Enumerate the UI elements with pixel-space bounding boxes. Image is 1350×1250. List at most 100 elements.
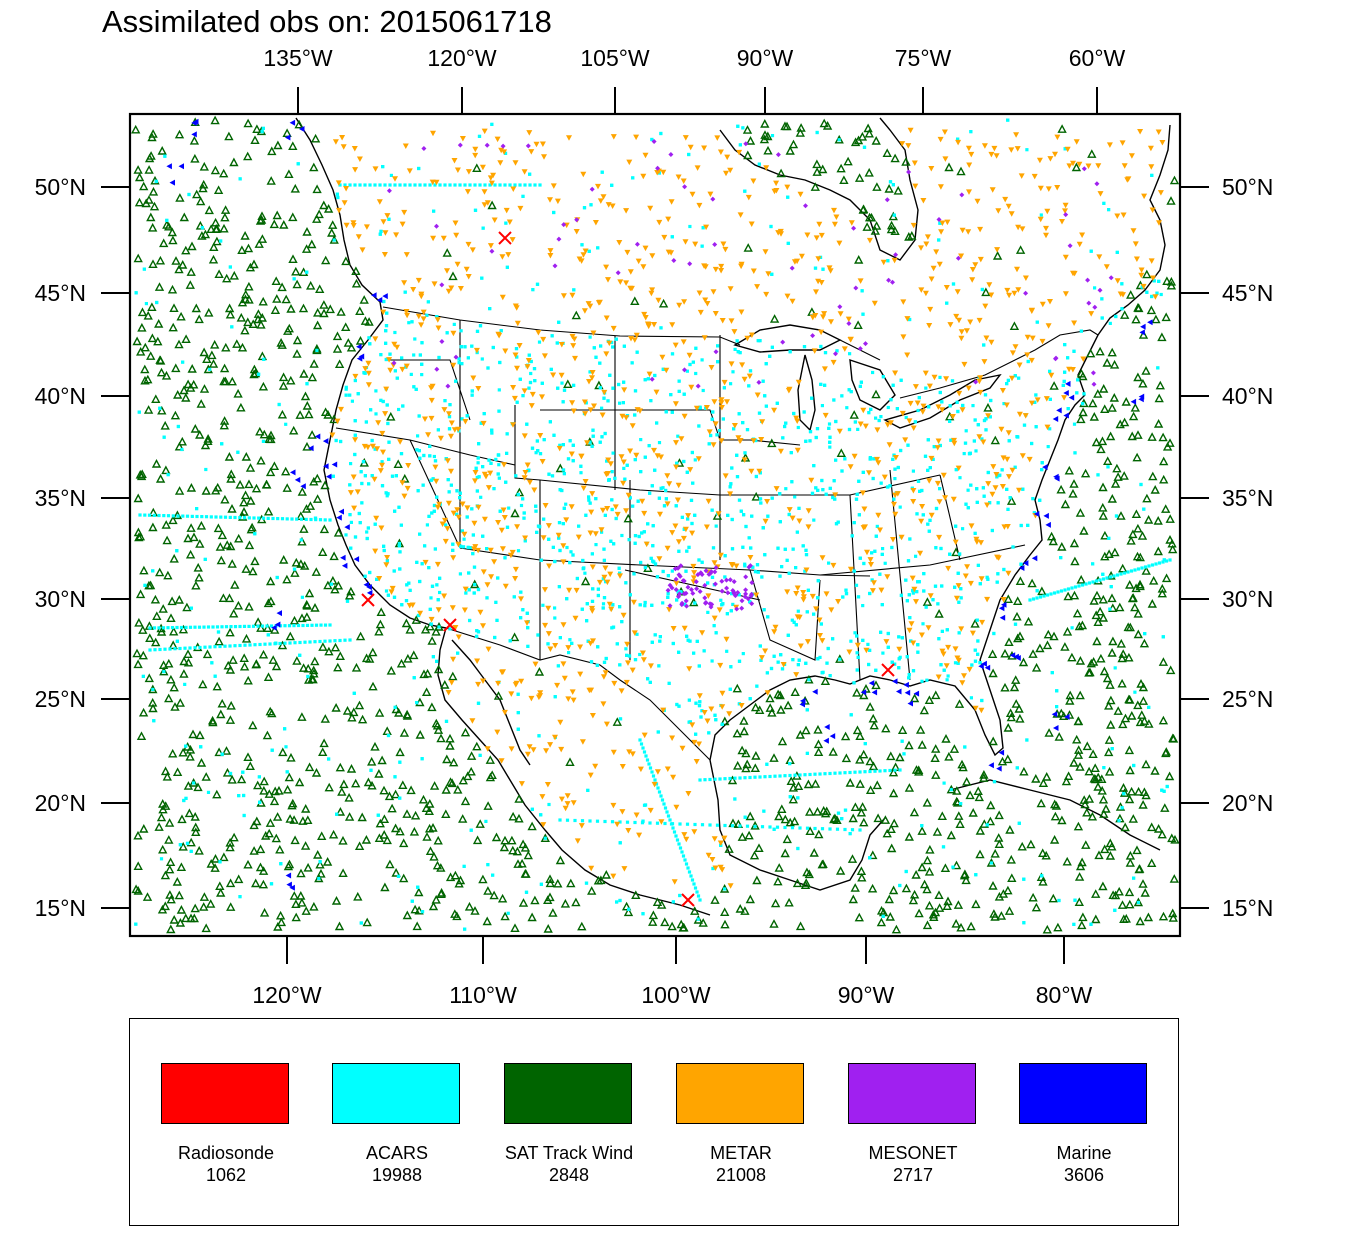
acars-marker xyxy=(697,664,701,668)
metar-marker xyxy=(401,280,408,286)
sat-track-wind-marker xyxy=(1078,407,1088,417)
metar-marker xyxy=(890,537,896,543)
sat-track-wind-marker xyxy=(160,420,170,430)
sat-track-wind-marker xyxy=(992,251,1003,260)
acars-marker xyxy=(922,572,926,576)
sat-track-wind-marker xyxy=(313,307,323,317)
acars-marker xyxy=(568,561,572,565)
acars-marker xyxy=(550,474,555,478)
acars-marker xyxy=(953,661,958,665)
metar-marker xyxy=(537,690,544,696)
acars-marker xyxy=(538,452,543,456)
acars-marker xyxy=(475,489,479,493)
sat-track-wind-marker xyxy=(510,508,520,518)
sat-track-wind-marker xyxy=(199,347,209,357)
metar-marker xyxy=(809,593,816,600)
acars-marker xyxy=(538,183,542,187)
metar-marker xyxy=(336,207,342,214)
sat-track-wind-marker xyxy=(530,895,540,905)
sat-track-wind-marker xyxy=(313,850,323,859)
sat-track-wind-marker xyxy=(1117,678,1127,688)
sat-track-wind-marker xyxy=(752,875,762,885)
acars-marker xyxy=(143,513,147,517)
sat-track-wind-marker xyxy=(1118,719,1128,729)
acars-marker xyxy=(284,422,288,426)
acars-marker xyxy=(858,770,862,774)
sat-track-wind-marker xyxy=(271,661,282,671)
sat-track-wind-marker xyxy=(770,898,781,908)
sat-track-wind-marker xyxy=(954,811,964,820)
acars-marker xyxy=(209,515,213,519)
sat-track-wind-marker xyxy=(1109,359,1120,369)
acars-marker xyxy=(594,355,598,359)
metar-marker xyxy=(487,547,494,554)
acars-marker xyxy=(633,458,637,462)
acars-marker xyxy=(1133,690,1137,694)
metar-marker xyxy=(952,539,959,546)
gulf-of-california-coast xyxy=(451,639,531,766)
metar-marker xyxy=(541,353,548,359)
sat-track-wind-marker xyxy=(1138,800,1148,809)
acars-marker xyxy=(689,874,693,878)
acars-marker xyxy=(353,183,357,187)
acars-marker xyxy=(763,394,767,398)
acars-marker xyxy=(552,210,556,215)
sat-track-wind-marker xyxy=(769,753,779,762)
metar-marker xyxy=(681,413,688,420)
sat-track-wind-marker xyxy=(161,370,172,380)
acars-marker xyxy=(369,768,373,772)
sat-track-wind-marker xyxy=(259,429,269,439)
acars-marker xyxy=(620,533,624,538)
acars-marker xyxy=(359,921,363,925)
sat-track-wind-marker xyxy=(1140,888,1150,897)
acars-marker xyxy=(1160,788,1164,792)
sat-track-wind-marker xyxy=(139,181,149,191)
metar-marker xyxy=(639,498,646,505)
sat-track-wind-marker xyxy=(161,465,171,475)
sat-track-wind-marker xyxy=(508,811,518,821)
acars-marker xyxy=(957,631,961,635)
acars-marker xyxy=(907,676,911,680)
sat-track-wind-marker xyxy=(986,800,996,810)
sat-track-wind-marker xyxy=(212,224,222,233)
sat-track-wind-marker xyxy=(1098,594,1108,604)
acars-marker xyxy=(1059,589,1064,593)
sat-track-wind-marker xyxy=(968,808,978,817)
acars-marker xyxy=(927,405,931,409)
acars-marker xyxy=(200,515,204,519)
acars-marker xyxy=(323,518,327,522)
sat-track-wind-marker xyxy=(934,890,944,899)
sat-track-wind-marker xyxy=(301,244,312,253)
sat-track-wind-marker xyxy=(1078,912,1088,922)
sat-track-wind-marker xyxy=(153,336,163,346)
sat-track-wind-marker xyxy=(1098,502,1108,512)
acars-marker xyxy=(697,424,701,428)
metar-marker xyxy=(347,490,354,496)
acars-marker xyxy=(855,668,859,672)
sat-track-wind-marker xyxy=(245,262,256,272)
metar-marker xyxy=(474,658,481,664)
acars-marker xyxy=(814,486,818,490)
acars-marker xyxy=(861,312,865,316)
acars-marker xyxy=(814,435,818,440)
metar-marker xyxy=(532,661,539,668)
sat-track-wind-marker xyxy=(988,881,998,890)
sat-track-wind-marker xyxy=(376,607,386,616)
sat-track-wind-marker xyxy=(160,766,171,776)
acars-marker xyxy=(647,444,651,448)
acars-marker xyxy=(184,744,188,748)
sat-track-wind-marker xyxy=(1126,786,1137,796)
acars-marker xyxy=(436,598,440,602)
sat-track-wind-marker xyxy=(934,609,944,618)
sat-track-wind-marker xyxy=(727,775,738,785)
acars-marker xyxy=(611,386,615,390)
metar-marker xyxy=(860,407,867,414)
acars-marker xyxy=(417,414,421,418)
sat-track-wind-marker xyxy=(225,842,235,852)
acars-marker xyxy=(525,611,529,615)
sat-track-wind-marker xyxy=(1095,346,1105,356)
acars-marker xyxy=(447,427,452,431)
metar-marker xyxy=(711,836,718,842)
acars-marker xyxy=(600,435,604,439)
right-lat-label-45n: 45°N xyxy=(1222,280,1274,306)
